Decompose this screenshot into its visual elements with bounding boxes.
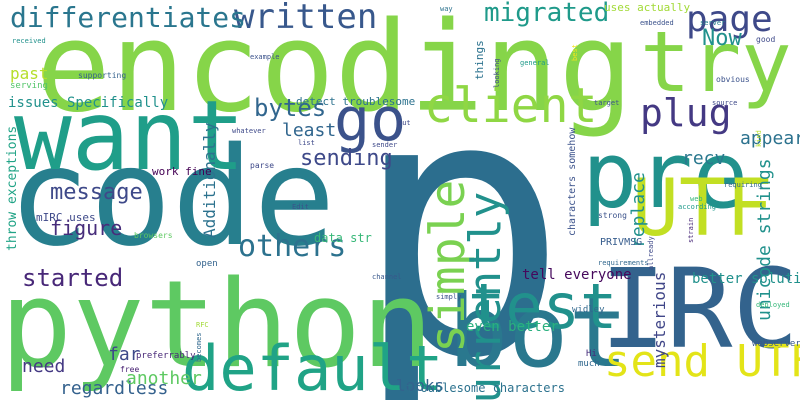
word-go: go — [334, 85, 407, 155]
word-web: web — [690, 195, 703, 203]
word-webserver: webserver — [752, 339, 800, 349]
word-example: example — [250, 53, 280, 61]
word-default: default — [182, 332, 444, 400]
word-according: according — [678, 203, 716, 211]
word-send-utf: send UTF — [604, 336, 800, 387]
word-issues-specifically: issues Specifically — [8, 95, 169, 111]
word-code: code — [8, 119, 336, 277]
word-kind: kind — [755, 130, 763, 147]
word-utf: UTF — [632, 164, 773, 254]
word-better-solution: better solution — [692, 271, 800, 287]
word-general: general — [520, 59, 550, 67]
word-mirc-uses: mIRC uses — [36, 211, 96, 224]
word-plug: plug — [640, 91, 732, 135]
word-way: way — [440, 5, 453, 13]
word-need: need — [22, 356, 66, 377]
word-written: written — [234, 0, 378, 37]
word-uses-actually: uses actually — [604, 1, 691, 14]
word-target: target — [594, 99, 620, 107]
word-open: open — [196, 259, 218, 269]
word-rfc: RFC — [196, 321, 209, 329]
word-past: past — [10, 64, 49, 83]
word-tell-everyone: tell everyone — [522, 267, 632, 283]
word-deployed: deployed — [756, 301, 790, 309]
word-source: source — [712, 99, 738, 107]
word-looks: looks — [396, 376, 445, 395]
word-obvious: obvious — [716, 75, 750, 84]
word-mysterious: mysterious — [650, 271, 669, 368]
word-hi: Hi — [586, 349, 597, 359]
word-data-str: data str — [314, 231, 372, 245]
word-simply: simply — [436, 293, 462, 301]
word-detect-troublesome: detect troublesome — [296, 95, 416, 108]
word-started: started — [22, 264, 124, 292]
word-appear: appear — [740, 128, 800, 149]
word-differentiates: differentiates — [10, 1, 247, 34]
word-even-better: even better — [466, 319, 559, 335]
word-python: python — [0, 256, 434, 395]
word-channel: channel — [372, 273, 402, 281]
word-much: much — [578, 359, 600, 369]
word-browsers: browsers — [134, 231, 173, 240]
word-parse: parse — [250, 161, 275, 170]
word-put: put — [398, 119, 411, 127]
word-migrated: migrated — [484, 0, 610, 28]
word-requiring: requiring — [724, 181, 762, 189]
word-looking: looking — [493, 58, 501, 88]
word-sender: sender — [372, 141, 398, 149]
word-try: try — [640, 13, 792, 111]
word-things: things — [473, 40, 486, 80]
word-message: message — [50, 180, 143, 205]
word-now: Now — [702, 26, 742, 51]
word-recv: recv — [682, 148, 726, 169]
word-good: good — [756, 35, 776, 44]
word-privmsg: PRIVMSG — [600, 237, 643, 248]
word-client: client — [424, 78, 598, 134]
word-others: others — [238, 229, 347, 264]
word-far: far — [108, 344, 141, 365]
word-test: test — [468, 270, 618, 343]
word-characters-somehow: characters somehow — [567, 127, 578, 236]
word-sending: sending — [300, 146, 393, 171]
word-page: page — [686, 0, 773, 40]
word-work-fine: work fine — [152, 165, 212, 178]
word-currently: Currently — [460, 191, 511, 400]
word-received: received — [12, 37, 46, 45]
word-encoding: encoding — [36, 0, 634, 140]
word-preferrably: preferrably — [136, 351, 196, 361]
word-another: another — [126, 368, 202, 389]
word-strain: strain — [687, 217, 695, 243]
word-edit: Edit — [292, 203, 309, 211]
word-throw-exceptions: throw exceptions — [5, 125, 20, 251]
word-whatever: whatever — [232, 127, 266, 135]
word-troublesome-characters: troublesome characters — [406, 381, 565, 395]
word-list: list — [298, 139, 315, 147]
word-becomes: becomes — [195, 332, 203, 362]
word-allready: allready — [647, 236, 655, 270]
word-additionally: Additionally — [200, 122, 219, 238]
word-free: free — [120, 365, 140, 374]
word-supporting: supporting — [78, 71, 127, 80]
word-irc: IRC — [600, 245, 799, 373]
word-least: least — [282, 120, 337, 141]
word-strong: strong — [598, 211, 627, 220]
word-bot: bot — [448, 273, 629, 390]
word-regardless: regardless — [60, 378, 169, 399]
word-bytes: bytes — [254, 94, 327, 122]
word-best: best — [571, 44, 579, 61]
word-requirements: requirements — [598, 259, 649, 267]
word-widley: widley — [572, 305, 605, 315]
word-pre: pre — [582, 122, 749, 229]
word-serving: serving — [10, 81, 48, 91]
word-figure: figure — [50, 216, 123, 240]
word-p: p — [352, 18, 569, 400]
word-server: server — [700, 19, 726, 27]
word-want: want — [14, 80, 246, 192]
word-embedded: embedded — [640, 19, 674, 27]
